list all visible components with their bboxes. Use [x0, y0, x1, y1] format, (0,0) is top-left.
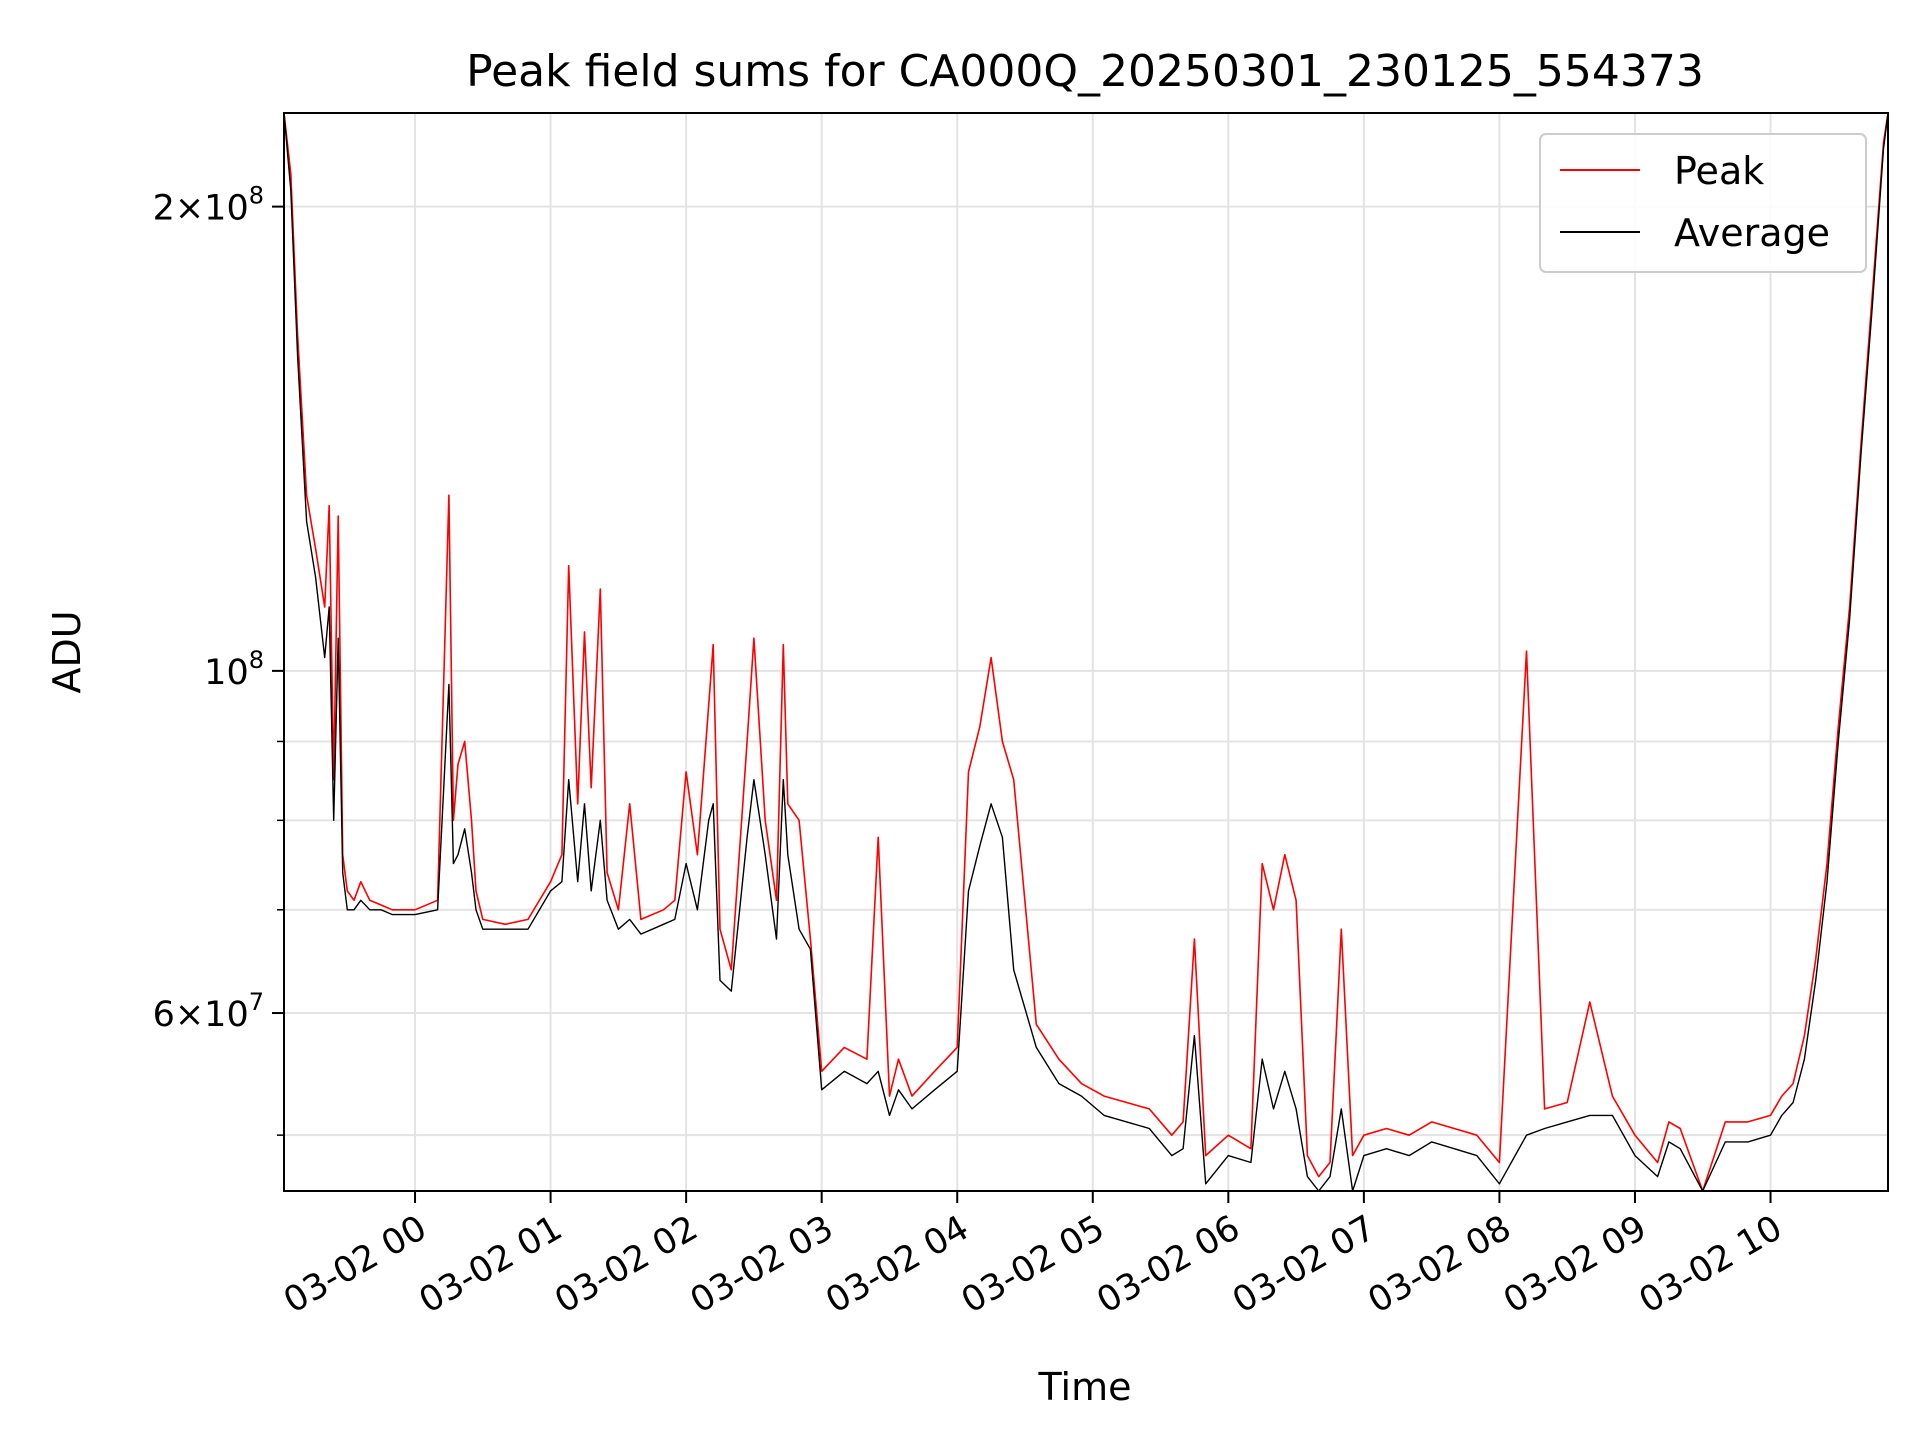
legend-box [1539, 133, 1867, 273]
legend-label-peak: Peak [1674, 149, 1764, 193]
y-tick-label: 108 [204, 646, 264, 693]
legend-label-average: Average [1674, 211, 1830, 255]
y-axis-ticks: 2×108 108 6×107 [153, 182, 284, 1136]
legend: Peak Average [1539, 133, 1867, 273]
y-tick-label: 2×108 [153, 182, 264, 229]
series-line-peak [283, 112, 1889, 1192]
series-lines [283, 112, 1889, 1192]
plot-frame [283, 112, 1889, 1192]
series-line-average [283, 112, 1889, 1192]
chart-title: Peak field sums for CA000Q_20250301_2301… [466, 46, 1704, 97]
y-tick-label: 6×107 [153, 988, 264, 1035]
x-axis-label: Time [1038, 1365, 1132, 1409]
grid [284, 113, 1888, 1191]
y-axis-label: ADU [45, 610, 89, 693]
